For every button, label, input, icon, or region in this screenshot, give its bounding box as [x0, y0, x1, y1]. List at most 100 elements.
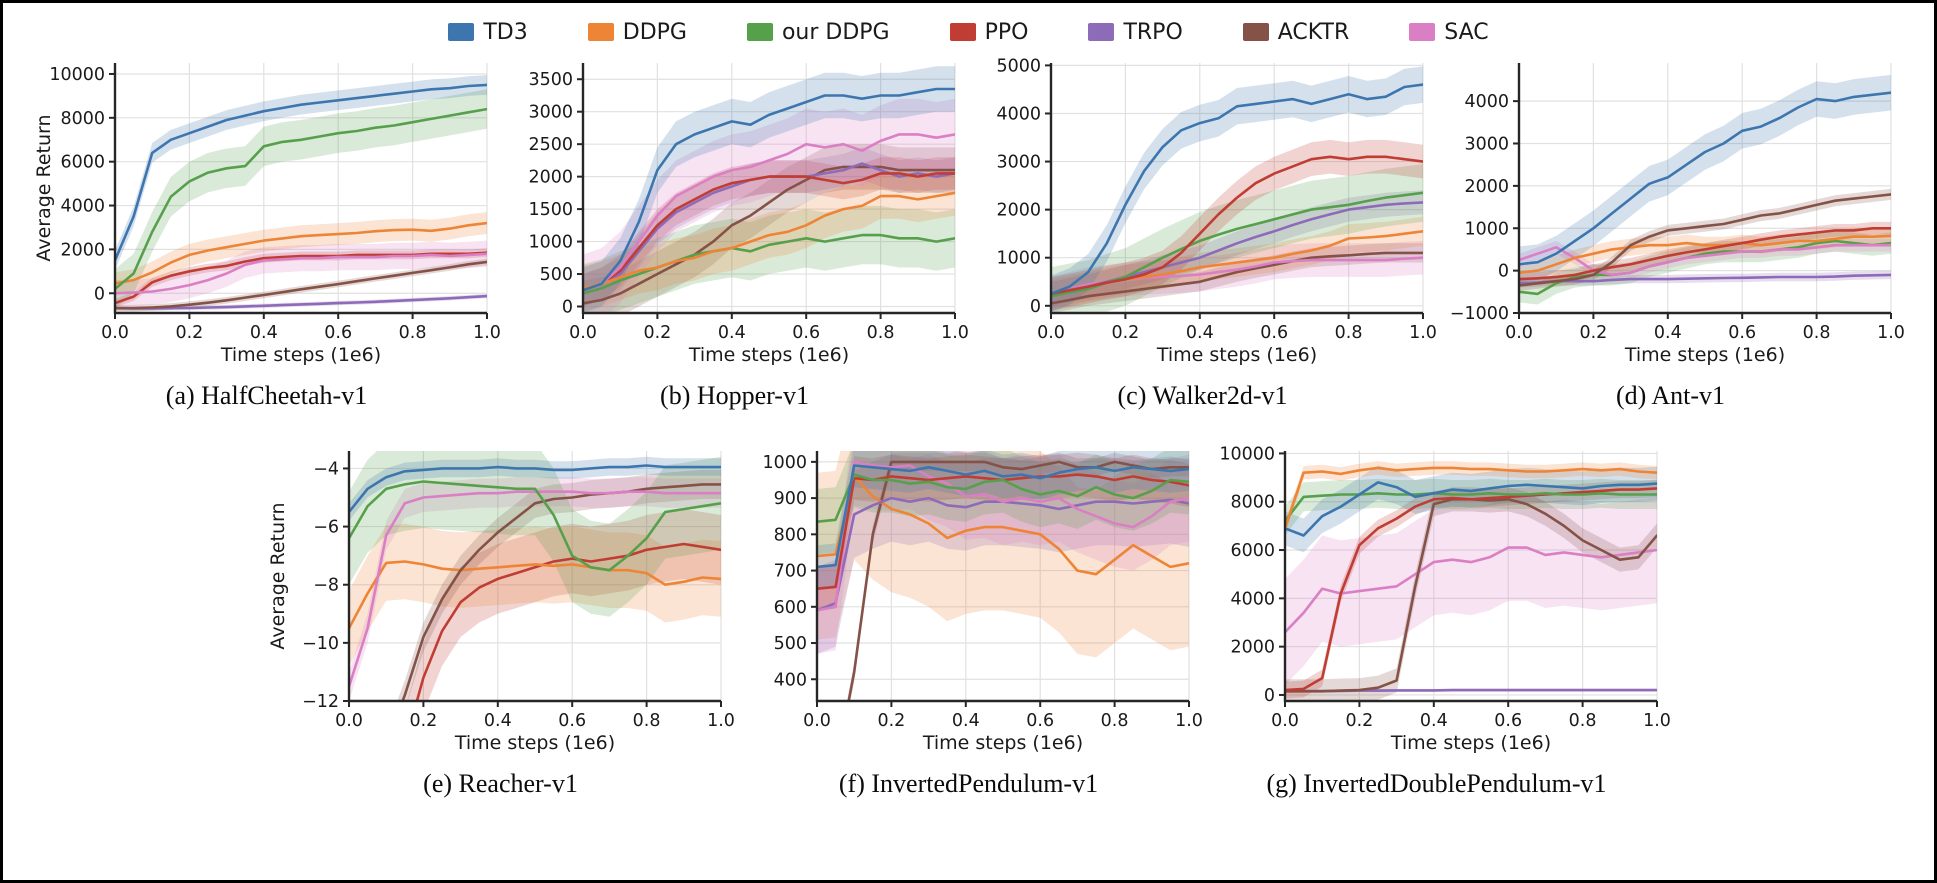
- y-axis-label: Average Return: [267, 502, 289, 649]
- svg-text:0.0: 0.0: [803, 711, 831, 731]
- svg-text:0.6: 0.6: [324, 323, 352, 343]
- band-SAC: [582, 98, 955, 313]
- band-SAC: [1050, 240, 1423, 311]
- svg-text:0.0: 0.0: [1271, 711, 1299, 731]
- band-TD3: [582, 66, 955, 313]
- line-TD3: [348, 464, 721, 514]
- line-ACKTR: [846, 460, 1189, 701]
- legend-swatch-ppo-icon: [949, 23, 976, 41]
- svg-text:0.8: 0.8: [398, 323, 426, 343]
- legend-item-ppo: PPO: [949, 20, 1028, 45]
- series-lines: [582, 87, 955, 305]
- line-DDPG: [348, 560, 721, 630]
- svg-text:−8: −8: [313, 576, 339, 596]
- line-DDPG: [1518, 234, 1891, 274]
- y-axis-label: Average Return: [33, 114, 55, 261]
- svg-text:5000: 5000: [996, 56, 1041, 76]
- axes-spines: [1283, 451, 1657, 703]
- svg-text:700: 700: [773, 562, 806, 582]
- line-TRPO: [1518, 273, 1891, 285]
- figure-legend: TD3 DDPG our DDPG PPO TRPO ACKTR SAC: [3, 3, 1934, 51]
- plot-halfcheetah: 0.0 0.2 0.4 0.6 0.8 1.0 0 2000 4000 6000 8000 10000…: [33, 63, 501, 366]
- svg-text:0.4: 0.4: [483, 711, 511, 731]
- axes-spines: [347, 451, 721, 703]
- band-DDPG: [114, 212, 487, 295]
- legend-label-acktr: ACKTR: [1277, 19, 1350, 45]
- line-DDPG: [816, 475, 1189, 576]
- svg-text:0.6: 0.6: [1260, 323, 1288, 343]
- line-SAC: [816, 460, 1189, 612]
- line-ACKTR: [400, 483, 721, 701]
- svg-text:0.2: 0.2: [643, 323, 671, 343]
- legend-swatch-our-ddpg-icon: [746, 23, 773, 41]
- legend-item-our-ddpg: our DDPG: [746, 20, 890, 45]
- line-our-DDPG: [816, 473, 1189, 523]
- line-ACKTR: [1050, 251, 1423, 305]
- axis-ticks: 0.0 0.2 0.4 0.6 0.8 1.0 0 1000 2000 3000 4000 5000: [996, 56, 1436, 343]
- axes-spines: [113, 63, 487, 315]
- band-ACKTR: [1284, 487, 1657, 701]
- line-SAC: [1518, 243, 1891, 277]
- chart-hopper: 0.0 0.2 0.4 0.6 0.8 1.0 0 500 1000 1500 2000 2500 30…: [501, 53, 969, 371]
- x-axis-label: Time steps (1e6): [453, 732, 614, 754]
- svg-text:4000: 4000: [60, 197, 105, 217]
- svg-text:1.0: 1.0: [473, 323, 501, 343]
- band-TRPO: [816, 454, 1189, 654]
- line-DDPG: [114, 221, 487, 285]
- line-ACKTR: [1518, 193, 1891, 287]
- legend-swatch-td3-icon: [448, 23, 475, 41]
- band-TD3: [348, 456, 721, 521]
- svg-text:0.4: 0.4: [717, 323, 745, 343]
- series-lines: [1284, 466, 1657, 693]
- svg-text:4000: 4000: [1230, 589, 1275, 609]
- chart-ant: 0.0 0.2 0.4 0.6 0.8 1.0 −1000 0 1000 2000 3000 4000…: [1437, 53, 1905, 371]
- svg-text:1.0: 1.0: [941, 323, 969, 343]
- axes-spines: [581, 63, 955, 315]
- svg-text:3000: 3000: [1464, 135, 1509, 155]
- svg-text:−12: −12: [302, 692, 339, 712]
- line-TD3: [114, 83, 487, 262]
- subplot-invertedpendulum: 0.0 0.2 0.4 0.6 0.8 1.0 400 500 600 700 800 900 1000…: [735, 441, 1203, 799]
- plot-ant: 0.0 0.2 0.4 0.6 0.8 1.0 −1000 0 1000 2000 3000 4000…: [1449, 63, 1904, 366]
- confidence-bands: [816, 451, 1189, 701]
- svg-text:6000: 6000: [60, 153, 105, 173]
- svg-text:0.6: 0.6: [1728, 323, 1756, 343]
- svg-text:8000: 8000: [60, 109, 105, 129]
- line-TD3: [816, 464, 1189, 569]
- svg-text:1000: 1000: [1464, 219, 1509, 239]
- line-DDPG: [582, 191, 955, 290]
- band-ACKTR: [582, 144, 955, 313]
- svg-text:4000: 4000: [996, 104, 1041, 124]
- band-PPO: [406, 509, 721, 701]
- svg-text:1000: 1000: [762, 453, 807, 473]
- line-ACKTR: [114, 260, 487, 310]
- svg-text:0.0: 0.0: [101, 323, 129, 343]
- svg-text:4000: 4000: [1464, 92, 1509, 112]
- plot-inverteddoublependulum: 0.0 0.2 0.4 0.6 0.8 1.0 0 2000 4000 6000 8000 10000…: [1219, 444, 1671, 754]
- svg-text:0.0: 0.0: [1037, 323, 1065, 343]
- band-TD3: [114, 75, 487, 271]
- legend-swatch-sac-icon: [1409, 23, 1436, 41]
- svg-text:−6: −6: [313, 518, 339, 538]
- charts-row-1: 0.0 0.2 0.4 0.6 0.8 1.0 0 2000 4000 6000 8000 10000…: [3, 53, 1934, 411]
- svg-text:2000: 2000: [60, 240, 105, 260]
- svg-text:0: 0: [561, 298, 572, 318]
- legend-swatch-trpo-icon: [1088, 23, 1115, 41]
- svg-text:1.0: 1.0: [707, 711, 735, 731]
- svg-text:0.2: 0.2: [877, 711, 905, 731]
- svg-text:3000: 3000: [996, 153, 1041, 173]
- chart-reacher: 0.0 0.2 0.4 0.6 0.8 1.0 −12 −10 −8 −6 −4 Time steps…: [267, 441, 735, 759]
- x-axis-label: Time steps (1e6): [687, 344, 848, 366]
- band-PPO: [1284, 480, 1657, 699]
- legend-label-sac: SAC: [1444, 19, 1489, 45]
- line-DDPG: [1284, 466, 1657, 530]
- svg-text:0.6: 0.6: [792, 323, 820, 343]
- line-our-DDPG: [348, 480, 721, 572]
- caption-ant: (d) Ant-v1: [1615, 381, 1726, 410]
- band-our-DDPG: [114, 89, 487, 309]
- svg-text:2000: 2000: [528, 168, 573, 188]
- line-SAC: [582, 133, 955, 292]
- line-our-DDPG: [582, 233, 955, 295]
- legend-item-trpo: TRPO: [1088, 20, 1183, 45]
- svg-text:500: 500: [539, 265, 572, 285]
